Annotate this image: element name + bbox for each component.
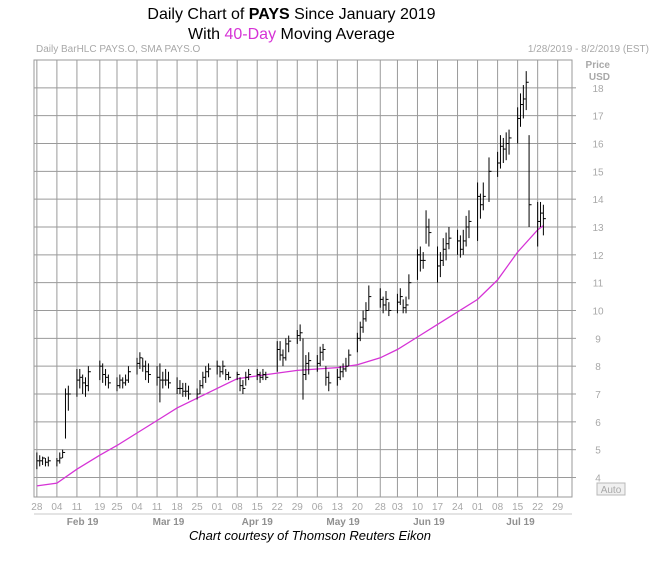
x-tick-label: 04 xyxy=(131,502,143,513)
title-prefix: Daily Chart of xyxy=(147,6,249,23)
month-label: Jul 19 xyxy=(506,517,535,528)
y-tick-label: 17 xyxy=(592,112,604,123)
x-tick-label: 06 xyxy=(312,502,324,513)
y-tick-label: 13 xyxy=(592,223,604,234)
x-tick-label: 18 xyxy=(172,502,184,513)
x-tick-label: 10 xyxy=(412,502,424,513)
x-tick-label: 11 xyxy=(152,502,163,513)
y-tick-label: 6 xyxy=(595,418,601,429)
y-tick-label: 5 xyxy=(595,446,601,457)
chart-title-line-2: With 40-Day Moving Average xyxy=(0,25,583,45)
subtitle-highlight: 40-Day xyxy=(224,26,277,43)
plot-area xyxy=(33,59,573,498)
sma-40-line xyxy=(36,225,544,487)
y-tick-label: 10 xyxy=(592,307,604,318)
month-label: Mar 19 xyxy=(153,517,185,528)
chart-header-series: Daily BarHLC PAYS.O, SMA PAYS.O xyxy=(36,44,201,55)
title-suffix: Since January 2019 xyxy=(289,6,436,23)
y-axis-label: Price xyxy=(586,60,611,71)
y-tick-label: 11 xyxy=(593,279,604,290)
subtitle-prefix: With xyxy=(188,26,225,43)
x-tick-label: 01 xyxy=(212,502,224,513)
y-tick-label: 7 xyxy=(595,390,601,401)
y-tick-label: 4 xyxy=(595,474,601,485)
month-label: Jun 19 xyxy=(413,517,445,528)
y-tick-label: 8 xyxy=(595,362,601,373)
y-tick-label: 15 xyxy=(592,167,604,178)
x-tick-label: 11 xyxy=(72,502,83,513)
x-tick-label: 17 xyxy=(432,502,444,513)
y-tick-label: 12 xyxy=(592,251,604,262)
x-tick-label: 04 xyxy=(51,502,63,513)
title-ticker: PAYS xyxy=(248,6,290,23)
auto-scale-box xyxy=(596,482,626,496)
x-tick-label: 25 xyxy=(192,502,204,513)
y-tick-label: 18 xyxy=(592,84,604,95)
y-tick-label: 16 xyxy=(592,140,604,151)
month-label: Feb 19 xyxy=(67,517,99,528)
x-tick-label: 03 xyxy=(392,502,404,513)
x-tick-label: 28 xyxy=(31,502,43,513)
x-tick-label: 13 xyxy=(332,502,344,513)
x-tick-label: 29 xyxy=(552,502,564,513)
x-tick-label: 08 xyxy=(492,502,504,513)
y-tick-label: 14 xyxy=(592,195,604,206)
month-label: Apr 19 xyxy=(242,517,274,528)
x-tick-label: 15 xyxy=(512,502,524,513)
chart-title-line-1: Daily Chart of PAYS Since January 2019 xyxy=(0,5,583,25)
x-tick-label: 19 xyxy=(94,502,106,513)
x-tick-label: 29 xyxy=(292,502,304,513)
x-tick-label: 08 xyxy=(232,502,244,513)
month-label: May 19 xyxy=(326,517,360,528)
subtitle-suffix: Moving Average xyxy=(276,26,395,43)
x-tick-label: 24 xyxy=(452,502,464,513)
chart-header-daterange: 1/28/2019 - 8/2/2019 (EST) xyxy=(527,44,649,55)
auto-scale-label: Auto xyxy=(601,485,622,496)
x-tick-label: 01 xyxy=(472,502,484,513)
x-tick-label: 20 xyxy=(352,502,364,513)
x-tick-label: 15 xyxy=(252,502,264,513)
x-tick-label: 22 xyxy=(532,502,544,513)
x-tick-label: 28 xyxy=(375,502,387,513)
chart-caption: Chart courtesy of Thomson Reuters Eikon xyxy=(188,528,432,543)
x-tick-label: 25 xyxy=(111,502,123,513)
y-tick-label: 9 xyxy=(595,334,601,345)
y-axis-label: USD xyxy=(589,72,610,83)
x-tick-label: 22 xyxy=(272,502,284,513)
